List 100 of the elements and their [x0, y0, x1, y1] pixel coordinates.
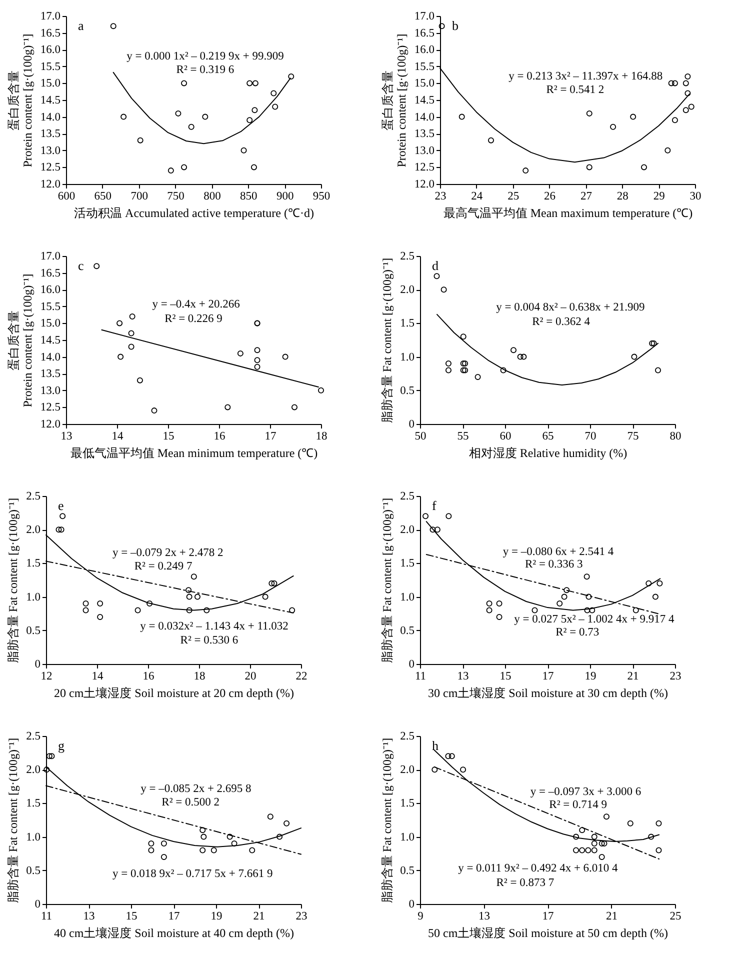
point — [186, 587, 192, 594]
annotation: y = 0.032x² – 1.143 4x + 11.032 — [140, 620, 289, 632]
point — [668, 80, 674, 86]
y-tick-label: 13.0 — [40, 384, 61, 397]
point — [200, 847, 206, 854]
y-tick-label: 1.0 — [400, 831, 415, 844]
point — [586, 164, 592, 170]
point — [432, 766, 438, 773]
point — [226, 834, 233, 840]
point — [601, 840, 608, 847]
x-tick-label: 16 — [142, 670, 154, 682]
point — [268, 580, 275, 586]
point — [462, 360, 468, 367]
point — [284, 820, 290, 826]
point — [204, 607, 210, 614]
y-tick-label: 2.0 — [400, 764, 415, 776]
y-tick-label: 1.5 — [26, 558, 41, 570]
y-tick-label: 1.5 — [400, 318, 415, 330]
point — [630, 114, 636, 120]
point — [430, 526, 436, 533]
point — [445, 367, 452, 374]
point — [682, 80, 689, 86]
x-tick-label: 21 — [253, 910, 265, 922]
annotation: a — [78, 18, 84, 33]
x-tick-label: 19 — [584, 670, 596, 682]
annotation: R² = 0.336 3 — [524, 558, 584, 571]
x-tick-label: 16 — [214, 430, 226, 442]
point — [573, 834, 580, 840]
y-tick-label: 0.5 — [26, 864, 41, 877]
x-tick-label: 29 — [653, 190, 666, 202]
point — [289, 607, 296, 614]
point — [458, 114, 465, 120]
y-tick-label: 14.5 — [40, 94, 61, 106]
y-axis-title: 脂肪含量 Fat content [g·(100g)⁻¹] — [380, 258, 394, 424]
x-tick-label: 13 — [60, 430, 72, 442]
point — [168, 168, 174, 174]
y-tick-label: 1.5 — [26, 798, 41, 810]
point — [250, 164, 257, 170]
x-tick-label: 50 — [414, 430, 426, 442]
x-tick-label: 11 — [40, 910, 52, 922]
y-tick-label: 0 — [34, 898, 41, 910]
y-tick-label: 0.5 — [400, 384, 415, 397]
x-tick-label: 75 — [627, 430, 639, 442]
y-tick-label: 1.5 — [400, 558, 415, 570]
y-tick-label: 15.5 — [414, 60, 435, 73]
x-tick-label: 11 — [414, 670, 426, 682]
y-tick-label: 0 — [408, 658, 415, 670]
annotation: R² = 0.362 4 — [532, 316, 590, 328]
point — [202, 114, 208, 120]
point — [496, 600, 502, 607]
y-tick-label: 13.0 — [414, 144, 435, 157]
point — [254, 347, 260, 354]
point — [434, 526, 440, 533]
point — [586, 110, 592, 116]
x-tick-label: 600 — [58, 190, 76, 202]
annotation: y = 0.018 9x² – 0.717 5x + 7.661 9 — [112, 868, 273, 880]
point — [48, 753, 55, 760]
point — [610, 124, 616, 130]
y-tick-label: 15.5 — [40, 60, 61, 73]
point — [517, 354, 524, 360]
annotation: f — [432, 498, 437, 513]
y-tick-label: 1.0 — [26, 591, 41, 604]
point — [627, 820, 634, 826]
y-tick-label: 13.0 — [40, 144, 61, 157]
x-tick-label: 21 — [627, 670, 639, 682]
annotation: y = 0.000 1x² – 0.219 9x + 99.909 — [126, 50, 284, 62]
y-tick-label: 17.0 — [40, 250, 61, 262]
point — [288, 73, 294, 80]
annotation: R² = 0.530 6 — [180, 634, 238, 646]
point — [116, 320, 123, 326]
point — [160, 854, 167, 860]
x-tick-label: 23 — [670, 670, 682, 682]
annotation: y = 0.011 9x² – 0.492 4x + 6.010 4 — [458, 862, 618, 874]
point — [254, 364, 260, 370]
point — [200, 834, 207, 840]
point — [252, 80, 258, 86]
annotation: R² = 0.249 7 — [134, 560, 192, 573]
x-tick-label: 25 — [670, 910, 682, 922]
y-axis-title: 蛋白质含量 Protein content [g·(100g)⁻¹] — [6, 274, 34, 408]
point — [584, 574, 590, 580]
y-tick-label: 13.5 — [40, 128, 61, 140]
x-tick-label: 13 — [83, 910, 95, 922]
point — [446, 513, 452, 520]
y-tick-label: 2.0 — [26, 764, 41, 776]
y-tick-label: 2.5 — [400, 250, 415, 262]
point — [632, 607, 639, 614]
y-tick-label: 16.5 — [40, 267, 61, 280]
point — [434, 273, 440, 280]
point — [97, 614, 104, 620]
point — [276, 834, 283, 840]
point — [603, 814, 610, 820]
x-tick-label: 60 — [500, 430, 512, 442]
point — [460, 360, 466, 367]
y-tick-label: 14.5 — [414, 94, 435, 106]
point — [462, 367, 468, 374]
point — [556, 600, 563, 607]
point — [564, 587, 570, 594]
x-tick-label: 30 — [690, 190, 702, 202]
point — [44, 766, 50, 773]
y-tick-label: 12.0 — [40, 178, 61, 190]
